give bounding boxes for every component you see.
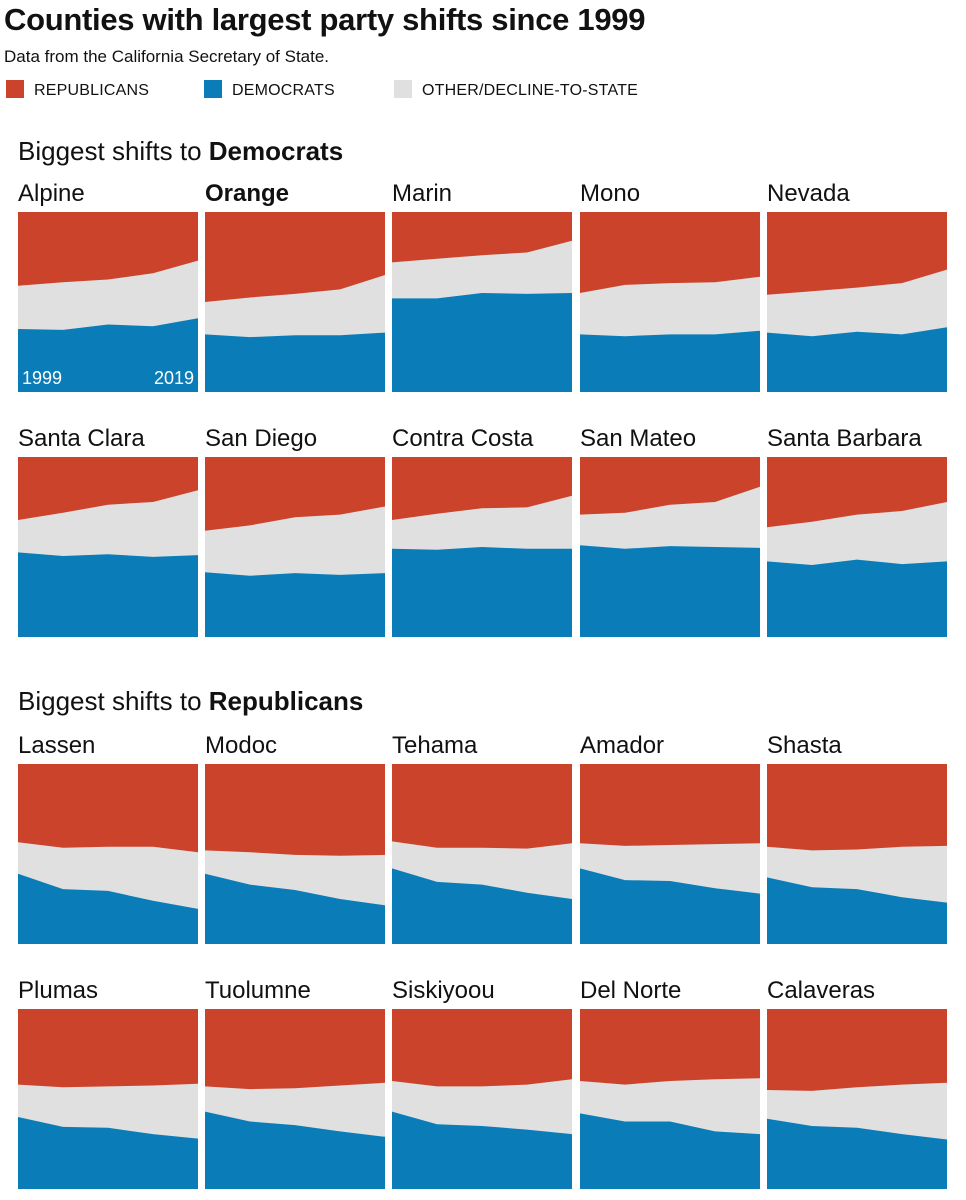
county-name: Amador: [580, 732, 665, 759]
legend-swatch-other: [394, 80, 412, 98]
county-panel: San Diego: [205, 425, 385, 637]
county-area-chart: [767, 764, 947, 944]
democrat-area: [580, 868, 760, 944]
county-name: Del Norte: [580, 977, 682, 1004]
county-name: Alpine: [18, 180, 85, 207]
section-heading-party: Democrats: [208, 136, 344, 166]
county-panel: Shasta: [767, 732, 947, 944]
democrat-area: [205, 332, 385, 392]
section-heading-democrats: Biggest shifts to Democrats: [18, 136, 343, 167]
section-heading-party: Republicans: [208, 686, 364, 716]
county-name: Calaveras: [767, 977, 876, 1004]
county-name: Santa Barbara: [767, 425, 922, 452]
county-panel: Santa Clara: [18, 425, 198, 637]
democrat-area: [18, 318, 198, 392]
democrat-area: [767, 877, 947, 944]
democrat-area: [18, 1117, 198, 1189]
county-panel: Del Norte: [580, 977, 760, 1189]
county-area-chart: [392, 457, 572, 637]
county-area-chart: [392, 1009, 572, 1189]
county-area-chart: [205, 1009, 385, 1189]
county-area-chart: [18, 1009, 198, 1189]
section-heading-prefix: Biggest shifts to: [18, 136, 209, 166]
x-tick-label-start: 1999: [22, 368, 63, 388]
democrat-area: [205, 572, 385, 637]
democrat-area: [392, 1111, 572, 1189]
county-area-chart: [18, 457, 198, 637]
democrat-area: [18, 552, 198, 637]
county-name: Plumas: [18, 977, 99, 1004]
legend-label-republicans: REPUBLICANS: [34, 82, 150, 99]
county-panel: San Mateo: [580, 425, 760, 637]
county-panel: Nevada: [767, 180, 947, 392]
democrat-area: [205, 1111, 385, 1189]
democrat-area: [392, 293, 572, 392]
county-area-chart: [767, 1009, 947, 1189]
county-name: Nevada: [767, 180, 850, 207]
county-area-chart: [580, 1009, 760, 1189]
county-area-chart: [392, 212, 572, 392]
county-panel: Plumas: [18, 977, 198, 1189]
county-area-chart: [767, 212, 947, 392]
democrat-area: [580, 1113, 760, 1189]
county-panel: Mono: [580, 180, 760, 392]
legend-item-democrats: DEMOCRATS: [204, 80, 335, 100]
legend-swatch-republicans: [6, 80, 24, 98]
legend-item-other: OTHER/DECLINE-TO-STATE: [394, 80, 638, 100]
county-panel: Siskiyoou: [392, 977, 572, 1189]
county-panel: Tehama: [392, 732, 572, 944]
county-panel: Calaveras: [767, 977, 947, 1189]
county-panel: Contra Costa: [392, 425, 572, 637]
legend-item-republicans: REPUBLICANS: [6, 80, 150, 100]
legend-label-democrats: DEMOCRATS: [232, 82, 335, 99]
section-heading-prefix: Biggest shifts to: [18, 686, 209, 716]
democrat-area: [205, 873, 385, 944]
chart-title: Counties with largest party shifts since…: [4, 2, 646, 37]
county-name: Orange: [205, 180, 290, 207]
county-area-chart: [392, 764, 572, 944]
county-area-chart: [205, 457, 385, 637]
county-area-chart: [18, 212, 198, 392]
county-name: Mono: [580, 180, 641, 207]
county-name: Tehama: [392, 732, 478, 759]
county-area-chart: [580, 212, 760, 392]
county-area-chart: [580, 764, 760, 944]
democrat-area: [18, 873, 198, 944]
legend-swatch-democrats: [204, 80, 222, 98]
county-area-chart: [767, 457, 947, 637]
county-area-chart: [580, 457, 760, 637]
legend-label-other: OTHER/DECLINE-TO-STATE: [422, 82, 638, 99]
county-panel: Orange: [205, 180, 385, 392]
county-area-chart: [205, 212, 385, 392]
county-area-chart: [205, 764, 385, 944]
county-name: Santa Clara: [18, 425, 145, 452]
democrat-area: [392, 868, 572, 944]
democrat-area: [580, 330, 760, 392]
county-name: Modoc: [205, 732, 278, 759]
county-name: Lassen: [18, 732, 96, 759]
county-panel: Alpine 1999 2019: [18, 180, 198, 392]
county-name: San Mateo: [580, 425, 697, 452]
county-panel: Modoc: [205, 732, 385, 944]
county-name: Shasta: [767, 732, 842, 759]
county-name: Marin: [392, 180, 453, 207]
county-panel: Santa Barbara: [767, 425, 947, 637]
democrat-area: [392, 547, 572, 637]
county-panel: Tuolumne: [205, 977, 385, 1189]
county-name: Contra Costa: [392, 425, 534, 452]
x-tick-label-end: 2019: [153, 368, 194, 388]
county-name: Tuolumne: [205, 977, 311, 1004]
county-area-chart: [18, 764, 198, 944]
section-heading-republicans: Biggest shifts to Republicans: [18, 686, 363, 717]
county-name: San Diego: [205, 425, 318, 452]
county-panel: Lassen: [18, 732, 198, 944]
county-panel: Amador: [580, 732, 760, 944]
democrat-area: [767, 559, 947, 637]
democrat-area: [767, 327, 947, 392]
chart-subtitle: Data from the California Secretary of St…: [4, 47, 330, 66]
democrat-area: [767, 1118, 947, 1189]
county-panel: Marin: [392, 180, 572, 392]
democrat-area: [580, 545, 760, 637]
county-name: Siskiyoou: [392, 977, 495, 1004]
